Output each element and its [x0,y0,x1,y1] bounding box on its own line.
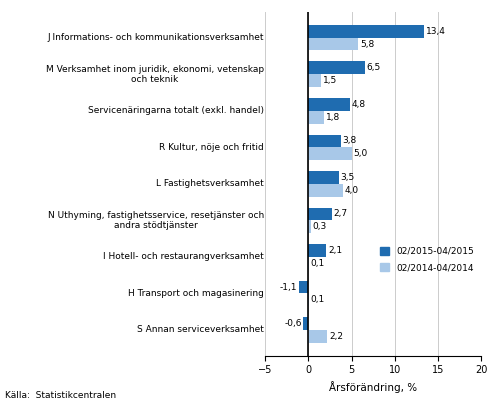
Bar [308,257,309,270]
Text: 0,1: 0,1 [311,259,325,268]
Text: R Kultur, nöje och fritid: R Kultur, nöje och fritid [159,143,264,152]
Text: 13,4: 13,4 [426,27,445,36]
Text: 0,1: 0,1 [311,295,325,304]
Text: 4,0: 4,0 [345,186,358,195]
Text: -0,6: -0,6 [284,319,301,328]
Bar [308,244,327,257]
Text: I Hotell- och restaurangverksamhet: I Hotell- och restaurangverksamhet [103,252,264,261]
Text: 5,8: 5,8 [360,40,374,48]
Bar [308,330,327,343]
Bar [308,184,343,197]
Bar [308,208,332,220]
Text: N Uthyming, fastighetsservice, resetjänster och
andra stödtjänster: N Uthyming, fastighetsservice, resetjäns… [48,210,264,230]
Text: M Verksamhet inom juridik, ekonomi, vetenskap
och teknik: M Verksamhet inom juridik, ekonomi, vete… [46,65,264,84]
Bar [308,98,350,111]
Legend: 02/2015-04/2015, 02/2014-04/2014: 02/2015-04/2015, 02/2014-04/2014 [377,244,477,275]
Bar [303,317,308,330]
Text: 1,5: 1,5 [323,76,337,85]
Text: 2,2: 2,2 [329,332,343,341]
Text: 6,5: 6,5 [366,63,381,72]
Bar [308,135,341,147]
Text: Källa:  Statistikcentralen: Källa: Statistikcentralen [5,391,116,400]
Bar [299,281,308,293]
Text: 2,7: 2,7 [333,209,347,219]
Bar [308,74,321,87]
Text: L Fastighetsverksamhet: L Fastighetsverksamhet [156,179,264,188]
Text: J Informations- och kommunikationsverksamhet: J Informations- och kommunikationsverksa… [47,33,264,42]
X-axis label: Årsförändring, %: Årsförändring, % [329,381,417,393]
Text: 4,8: 4,8 [352,100,365,109]
Text: H Transport och magasinering: H Transport och magasinering [128,289,264,298]
Bar [308,293,309,306]
Bar [308,25,424,38]
Text: S Annan serviceverksamhet: S Annan serviceverksamhet [137,326,264,335]
Text: 3,8: 3,8 [343,137,357,145]
Bar [308,171,339,184]
Bar [308,61,364,74]
Text: 3,5: 3,5 [340,173,355,182]
Text: 5,0: 5,0 [353,149,367,158]
Bar [308,147,352,160]
Text: -1,1: -1,1 [280,282,297,292]
Bar [308,38,358,50]
Bar [308,220,311,233]
Text: Servicenäringarna totalt (exkl. handel): Servicenäringarna totalt (exkl. handel) [88,106,264,115]
Text: 2,1: 2,1 [328,246,342,255]
Text: 1,8: 1,8 [326,113,340,122]
Bar [308,111,324,124]
Text: 0,3: 0,3 [312,222,327,231]
